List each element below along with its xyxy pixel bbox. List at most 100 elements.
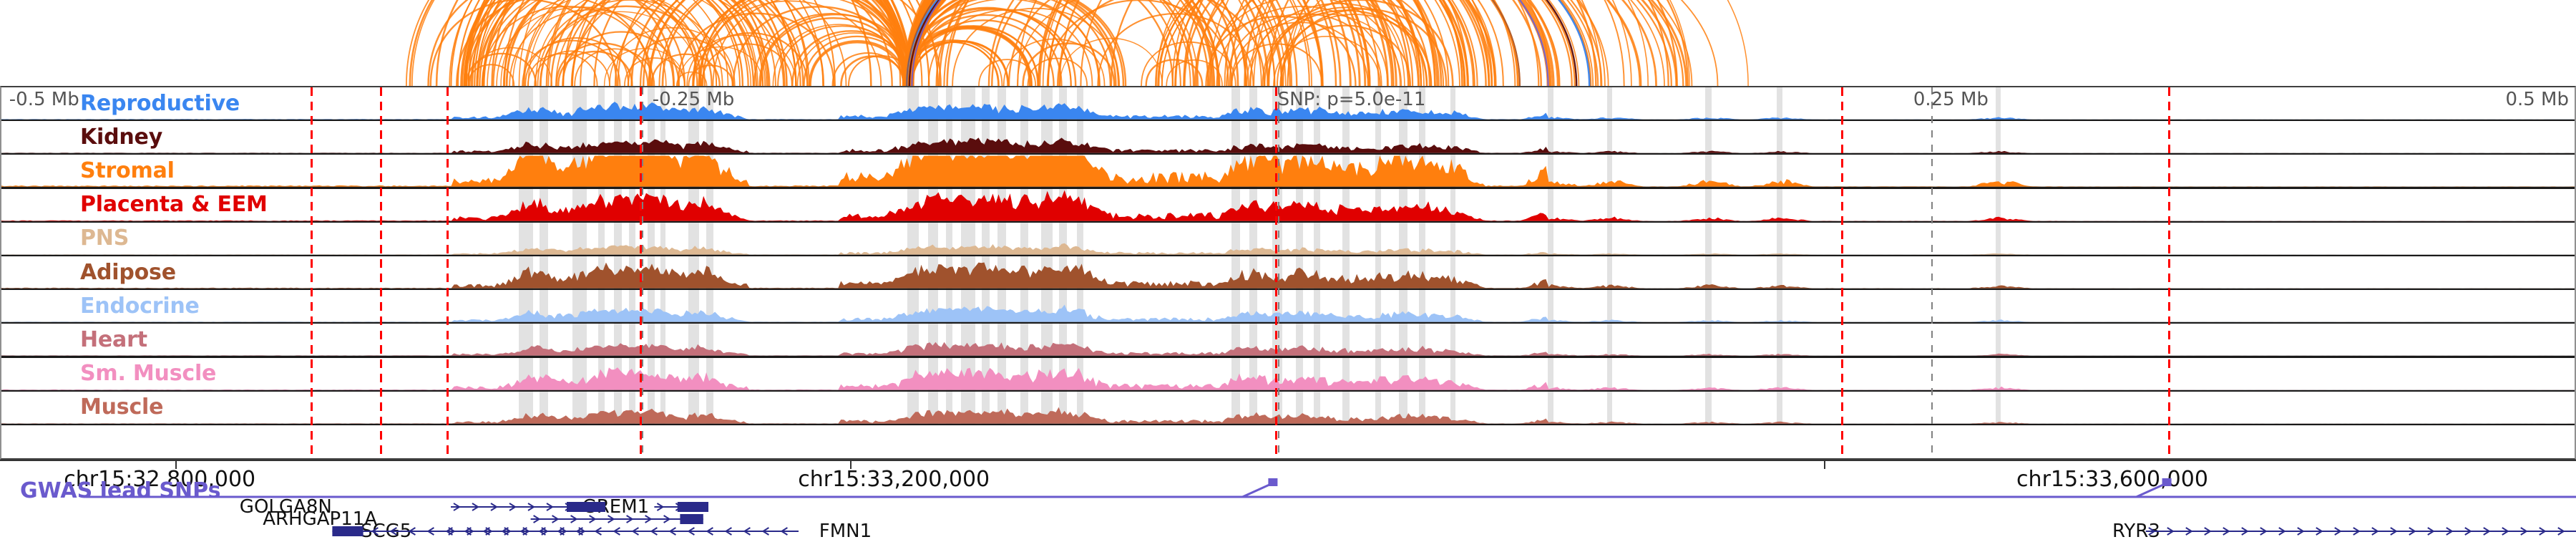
chromatin-loop-arcs-panel: [0, 0, 2576, 86]
signal-profile: [1, 87, 2575, 120]
highlight-band: [1020, 391, 1028, 424]
loop-arc: [1196, 0, 1551, 86]
highlight-band: [1704, 256, 1712, 289]
gwas-lane-svg: [86, 478, 2576, 498]
gene-strand-chevron-icon: [608, 515, 615, 523]
highlight-band: [1249, 290, 1257, 323]
gene-strand-chevron-icon: [631, 527, 639, 536]
highlight-band: [1342, 121, 1350, 154]
highlight-band: [660, 391, 666, 424]
loop-arc: [1209, 0, 1445, 86]
highlight-band: [1548, 87, 1554, 120]
gene-strand-chevron-icon: [2409, 527, 2416, 536]
highlight-band: [1272, 121, 1283, 154]
highlight-band: [1419, 290, 1426, 323]
highlight-band: [1313, 222, 1320, 255]
highlight-band: [1995, 188, 2001, 221]
highlight-band: [1995, 121, 2001, 154]
highlight-band: [1704, 121, 1712, 154]
highlight-band: [1077, 87, 1084, 120]
signal-track-adipose[interactable]: Adipose: [1, 256, 2575, 291]
highlight-band: [706, 87, 714, 120]
highlight-band: [1606, 290, 1613, 323]
loop-arc: [1022, 42, 1116, 86]
highlight-band: [1077, 391, 1084, 424]
highlight-band: [1342, 188, 1350, 221]
gwas-lane-title: GWAS lead SNPs: [20, 478, 221, 503]
highlight-band: [1375, 357, 1382, 390]
signal-track-placenta-eem[interactable]: Placenta & EEM: [1, 188, 2575, 223]
highlight-band: [982, 357, 990, 390]
loop-arc: [496, 6, 667, 86]
highlight-band: [518, 222, 533, 255]
loop-arc: [537, 0, 723, 86]
signal-track-kidney[interactable]: Kidney: [1, 121, 2575, 155]
highlight-band: [1313, 121, 1320, 154]
loop-arc: [991, 0, 1283, 86]
loop-arc: [952, 7, 1121, 86]
highlight-band: [706, 188, 714, 221]
loop-arc: [467, 64, 515, 86]
gene-strand-chevron-icon: [650, 527, 658, 536]
gene-strand-chevron-icon: [656, 503, 665, 511]
highlight-band: [1548, 391, 1554, 424]
highlight-band: [1606, 121, 1613, 154]
gwas-lead-snp-marker[interactable]: [2162, 478, 2172, 486]
signal-track-pns[interactable]: PNS: [1, 222, 2575, 256]
axis-coordinate-label: chr15:32,800,000: [64, 467, 256, 492]
highlight-band: [598, 121, 605, 154]
gene-strand-chevron-icon: [371, 527, 379, 536]
highlight-band: [1606, 188, 1613, 221]
highlight-band: [1704, 188, 1712, 221]
highlight-band: [1548, 121, 1554, 154]
highlight-band: [1295, 222, 1303, 255]
highlight-band: [1058, 290, 1067, 323]
gene-strand-chevron-icon: [2464, 527, 2472, 536]
highlight-band: [1548, 357, 1554, 390]
signal-track-stack[interactable]: Reproductive -0.5 Mb -0.25 Mb SNP: p=5.0e-1…: [0, 86, 2576, 460]
highlight-band: [1375, 188, 1382, 221]
highlight-band: [1450, 256, 1456, 289]
highlight-band: [598, 391, 605, 424]
highlight-band: [629, 222, 636, 255]
loop-arc: [449, 0, 809, 86]
signal-area: [1, 190, 2575, 221]
highlight-band: [613, 222, 622, 255]
gene-label-golga8n[interactable]: GOLGA8N: [239, 496, 332, 518]
axis-coordinate-label: chr15:33,200,000: [798, 467, 990, 492]
signal-track-muscle[interactable]: Muscle: [1, 391, 2575, 425]
highlight-band: [1548, 155, 1554, 188]
signal-track-stromal[interactable]: Stromal: [1, 155, 2575, 189]
highlight-band: [1249, 87, 1257, 120]
gene-strand-chevron-icon: [2260, 527, 2268, 536]
loop-arc: [505, 0, 776, 86]
highlight-band: [1342, 391, 1350, 424]
gene-strand-chevron-icon: [533, 515, 541, 523]
gene-annotation-lanes[interactable]: GOLGA8N GREM1 ARHGAP11A SCG5 FMN1 RYR3: [0, 496, 2576, 542]
signal-area: [1, 367, 2575, 390]
signal-track-endocrine[interactable]: Endocrine: [1, 290, 2575, 324]
signal-profile: [1, 189, 2575, 221]
signal-track-sm-muscle[interactable]: Sm. Muscle: [1, 357, 2575, 392]
signal-profile: [1, 256, 2575, 289]
loop-arc: [677, 12, 835, 86]
highlight-band: [1450, 290, 1456, 323]
track-label-sm-muscle: Sm. Muscle: [80, 360, 217, 386]
highlight-band: [945, 121, 952, 154]
loop-arc: [1279, 24, 1412, 86]
highlight-band: [706, 324, 714, 357]
highlight-band: [1450, 188, 1456, 221]
signal-track-reproductive[interactable]: Reproductive -0.5 Mb -0.25 Mb SNP: p=5.0e-1…: [1, 87, 2575, 122]
signal-track-heart[interactable]: Heart: [1, 324, 2575, 358]
gwas-lead-snp-marker[interactable]: [1268, 478, 1278, 486]
highlight-band: [1077, 222, 1084, 255]
highlight-band: [1995, 357, 2001, 390]
loop-arc: [978, 59, 1037, 86]
signal-area: [1, 342, 2575, 357]
loop-arc: [905, 0, 1262, 86]
highlight-band: [1704, 87, 1712, 120]
gwas-lead-snps-lane[interactable]: GWAS lead SNPs: [0, 478, 2576, 503]
highlight-band: [1249, 357, 1257, 390]
gene-strand-chevron-icon: [780, 527, 788, 536]
highlight-band: [945, 222, 952, 255]
